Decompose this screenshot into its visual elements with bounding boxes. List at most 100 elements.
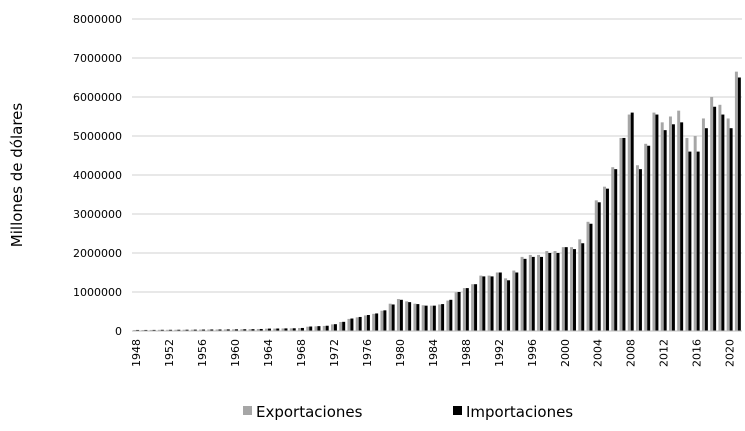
bar [405,301,409,331]
bar [160,329,164,331]
bar [655,114,659,331]
bar [223,329,227,331]
bar [611,167,615,331]
bar [421,305,425,331]
bar [663,130,667,331]
bar [284,328,288,331]
bar [487,275,491,331]
y-tick-label: 7000000 [73,52,122,65]
x-tick-label: 1996 [526,339,539,367]
x-tick-label: 1956 [196,339,209,367]
bar [614,169,618,331]
bar [182,329,186,331]
bar [603,186,606,331]
bar [232,329,236,331]
bar [193,329,197,331]
bar [339,322,343,331]
bar [713,106,717,331]
bar [561,247,565,331]
bar [300,327,304,331]
bar [701,118,705,331]
bar [388,303,392,331]
bar [490,276,494,331]
x-tick-label: 1968 [295,339,308,367]
bar [693,136,697,331]
bar [644,143,648,331]
bar [259,328,263,331]
bar [507,280,511,331]
bar [152,329,156,331]
bar [396,299,400,331]
x-tick-label: 2008 [625,339,638,367]
bar [375,313,379,331]
bar [515,272,519,331]
bar [317,326,321,331]
y-tick-label: 3000000 [73,208,122,221]
bar [298,328,301,331]
bar [635,165,639,331]
bar [355,317,359,331]
bar [292,328,296,331]
bar [685,137,689,331]
bar [342,321,346,331]
bar [548,253,552,331]
bar [408,302,412,331]
bar [413,303,417,331]
bar [696,151,700,331]
bar [573,249,576,331]
bar [424,305,428,331]
bar [622,137,626,331]
bar [721,114,725,331]
y-axis-label: Millones de dólares [8,103,26,248]
legend-label: Importaciones [466,403,573,421]
bar [136,329,140,331]
bar [256,329,260,331]
bar [619,137,623,331]
bar [190,329,194,331]
bar [432,305,436,331]
bar [474,284,478,331]
bar [157,329,161,331]
x-tick-label: 1984 [427,339,440,367]
bar [556,253,560,331]
bar [235,329,239,331]
bar [454,292,458,331]
bar [243,329,247,331]
bar [660,122,664,331]
bar [688,151,692,331]
bar [729,128,733,331]
y-tick-label: 8000000 [73,13,122,26]
bar [177,329,181,331]
bar [372,313,376,331]
bar [449,299,453,331]
bar [441,304,445,331]
x-tick-label: 1960 [229,339,242,367]
bar [416,304,420,331]
bar [166,329,170,331]
x-tick-label: 2020 [724,339,737,367]
bar [479,275,483,331]
bar [325,325,329,331]
bar [597,202,601,331]
bar [457,292,461,331]
bar [322,325,326,331]
bar [202,329,206,331]
bar [347,318,351,331]
bar [605,188,609,331]
bar [520,256,524,331]
bar [737,77,741,331]
y-tick-label: 2000000 [73,247,122,260]
bar [429,305,433,331]
x-tick-label: 1980 [394,339,407,367]
bar [498,272,502,331]
y-tick-label: 4000000 [73,169,122,182]
x-tick-label: 1988 [460,339,473,367]
bar [215,329,219,331]
bar [704,128,708,331]
legend-label: Exportaciones [256,403,363,421]
bar [553,251,557,331]
bar [630,112,634,331]
y-tick-label: 0 [115,325,122,338]
bar [504,278,508,331]
